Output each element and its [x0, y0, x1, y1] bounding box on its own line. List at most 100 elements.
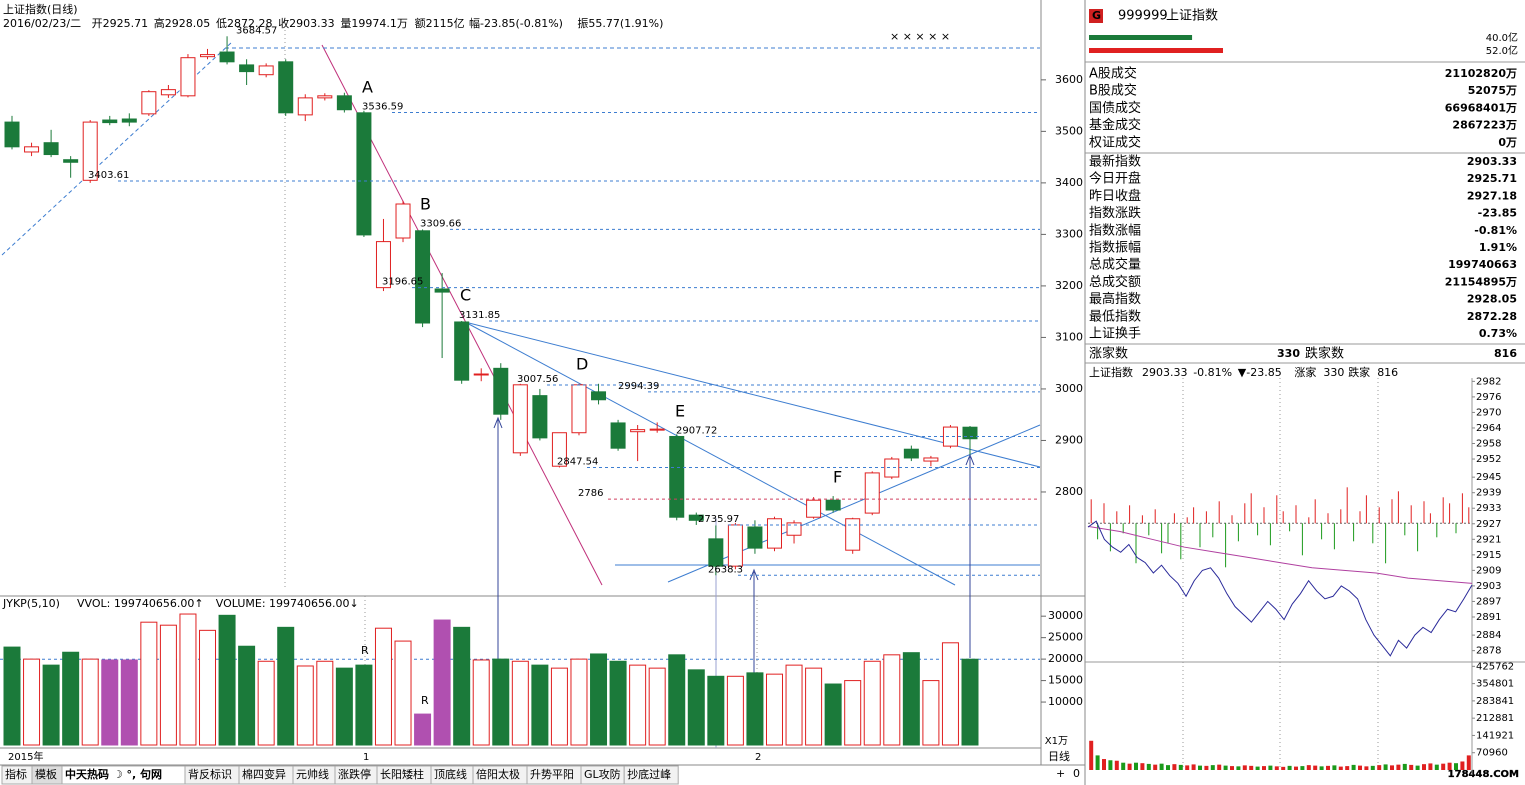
candle-body	[903, 448, 919, 459]
zoom-button[interactable]: +	[1056, 767, 1065, 780]
volume-bar	[433, 619, 451, 746]
volume-bar	[883, 654, 901, 746]
toolbar-tab-label[interactable]: 涨跌停	[338, 767, 371, 781]
toolbar-tab-label[interactable]: 顶底线	[434, 767, 467, 781]
volume-bar	[765, 673, 783, 746]
volume-bar	[609, 660, 627, 746]
toolbar-tab-label[interactable]: GL攻防	[584, 767, 621, 781]
price-label: 3007.56	[517, 374, 558, 385]
toolbar-tab-label[interactable]: 元帅线	[296, 767, 329, 781]
header-text: ▼-23.85	[1238, 366, 1282, 379]
y-tick-label: 3600	[1055, 73, 1083, 86]
intraday-volume	[1351, 764, 1356, 770]
toolbar-tab-label[interactable]: 长阳矮柱	[380, 767, 424, 781]
badge-box	[1089, 9, 1103, 23]
candle-body	[82, 121, 98, 181]
intraday-volume	[1153, 764, 1158, 770]
volume-bar	[355, 664, 373, 746]
toolbar-tab-label[interactable]: 中天热码 ☽ °, 句网	[65, 767, 162, 781]
candle-body	[180, 57, 196, 97]
period[interactable]: 日线	[1048, 749, 1070, 763]
y-tick-label: 3000	[1055, 382, 1083, 395]
header-text: VOLUME: 199740656.00↓	[216, 597, 359, 610]
y-tick-label: 354801	[1476, 679, 1514, 690]
volume-bar	[824, 683, 842, 746]
volume-bar	[453, 626, 471, 746]
intraday-volume	[1364, 766, 1369, 770]
intraday-volume	[1300, 766, 1305, 770]
volume-bar	[42, 664, 60, 746]
volume-bar	[394, 640, 412, 746]
chart-mark: R	[421, 694, 429, 707]
intraday-volume	[1146, 763, 1151, 770]
row-label: 总成交量	[1089, 257, 1141, 273]
price-label: 2638.3	[708, 564, 743, 575]
volume-bar	[961, 658, 979, 746]
candle-body	[669, 435, 685, 518]
row-label: B股成交	[1089, 83, 1137, 99]
toolbar-tab-label[interactable]: 指标	[5, 767, 27, 781]
header-text: VVOL: 199740656.00↑	[77, 597, 204, 610]
candle-body	[141, 91, 157, 115]
intraday-volume	[1370, 765, 1375, 770]
y-tick-label: 283841	[1476, 696, 1514, 707]
y-tick-label: 2939	[1476, 488, 1501, 499]
candle-body	[786, 522, 802, 536]
volume-bar	[101, 659, 119, 746]
y-tick-label: 30000	[1048, 609, 1083, 622]
header-text: -0.81%	[1193, 366, 1232, 379]
volume-bar	[746, 672, 764, 746]
turnover-label: 40.0亿	[1486, 31, 1518, 44]
candle-body	[591, 391, 607, 401]
intraday-volume	[1402, 763, 1407, 770]
candle-body	[884, 458, 900, 478]
row-label: 指数振幅	[1089, 241, 1141, 256]
row-label: 昨日收盘	[1089, 188, 1141, 204]
intraday-volume	[1166, 765, 1170, 770]
price-label: 2786	[578, 488, 603, 499]
y-tick-label: 2915	[1476, 550, 1501, 561]
toolbar-tab-label[interactable]: 抄底过峰	[627, 767, 671, 781]
y-tick-label: 3500	[1055, 124, 1083, 137]
header-text: 2903.33	[1142, 366, 1188, 379]
volume-bar	[648, 667, 666, 746]
y-tick-label: 70960	[1476, 748, 1508, 759]
y-tick-label: 2921	[1476, 534, 1501, 545]
chart-mark: × × × × ×	[890, 30, 950, 43]
y-tick-label: 2800	[1055, 485, 1083, 498]
y-tick-label: 2891	[1476, 612, 1501, 623]
candle-body	[942, 426, 958, 447]
intraday-volume	[1268, 765, 1273, 770]
zoom-button[interactable]: 0	[1073, 767, 1080, 780]
intraday-volume	[1159, 763, 1164, 770]
toolbar-tab-label[interactable]: 模板	[35, 767, 57, 781]
header-text: 跌家	[1348, 365, 1370, 379]
candle-body	[766, 518, 782, 549]
badge: G	[1092, 9, 1101, 22]
volume-bar	[531, 664, 549, 746]
volume-bar	[120, 659, 138, 746]
row-value: 2925.71	[1467, 172, 1517, 185]
code: 999999	[1118, 9, 1168, 24]
intraday-volume	[1242, 765, 1247, 770]
toolbar-tab-label[interactable]: 倍阳太极	[476, 767, 520, 781]
intraday-volume	[1390, 765, 1394, 770]
intraday-volume	[1198, 765, 1202, 770]
chart-title: 上证指数(日线)	[3, 2, 78, 16]
toolbar-tab-label[interactable]: 棉四变异	[242, 767, 286, 781]
candle-body	[375, 241, 391, 289]
intraday-volume	[1191, 764, 1196, 770]
y-tick-label: 425762	[1476, 661, 1514, 672]
volume-bar	[257, 660, 275, 746]
volume-bar	[81, 658, 99, 746]
toolbar-tab-label[interactable]: 升势平阳	[530, 768, 574, 781]
toolbar-tab[interactable]	[623, 765, 679, 785]
candle-body	[630, 429, 646, 433]
y-tick-label: 10000	[1048, 695, 1083, 708]
candle-body	[512, 384, 528, 454]
volume-bar	[296, 665, 314, 746]
toolbar-tab-label[interactable]: 背反标识	[188, 767, 232, 781]
candle-body	[864, 472, 880, 514]
row-value: -0.81%	[1474, 224, 1517, 237]
y-tick-label: 2933	[1476, 503, 1501, 514]
